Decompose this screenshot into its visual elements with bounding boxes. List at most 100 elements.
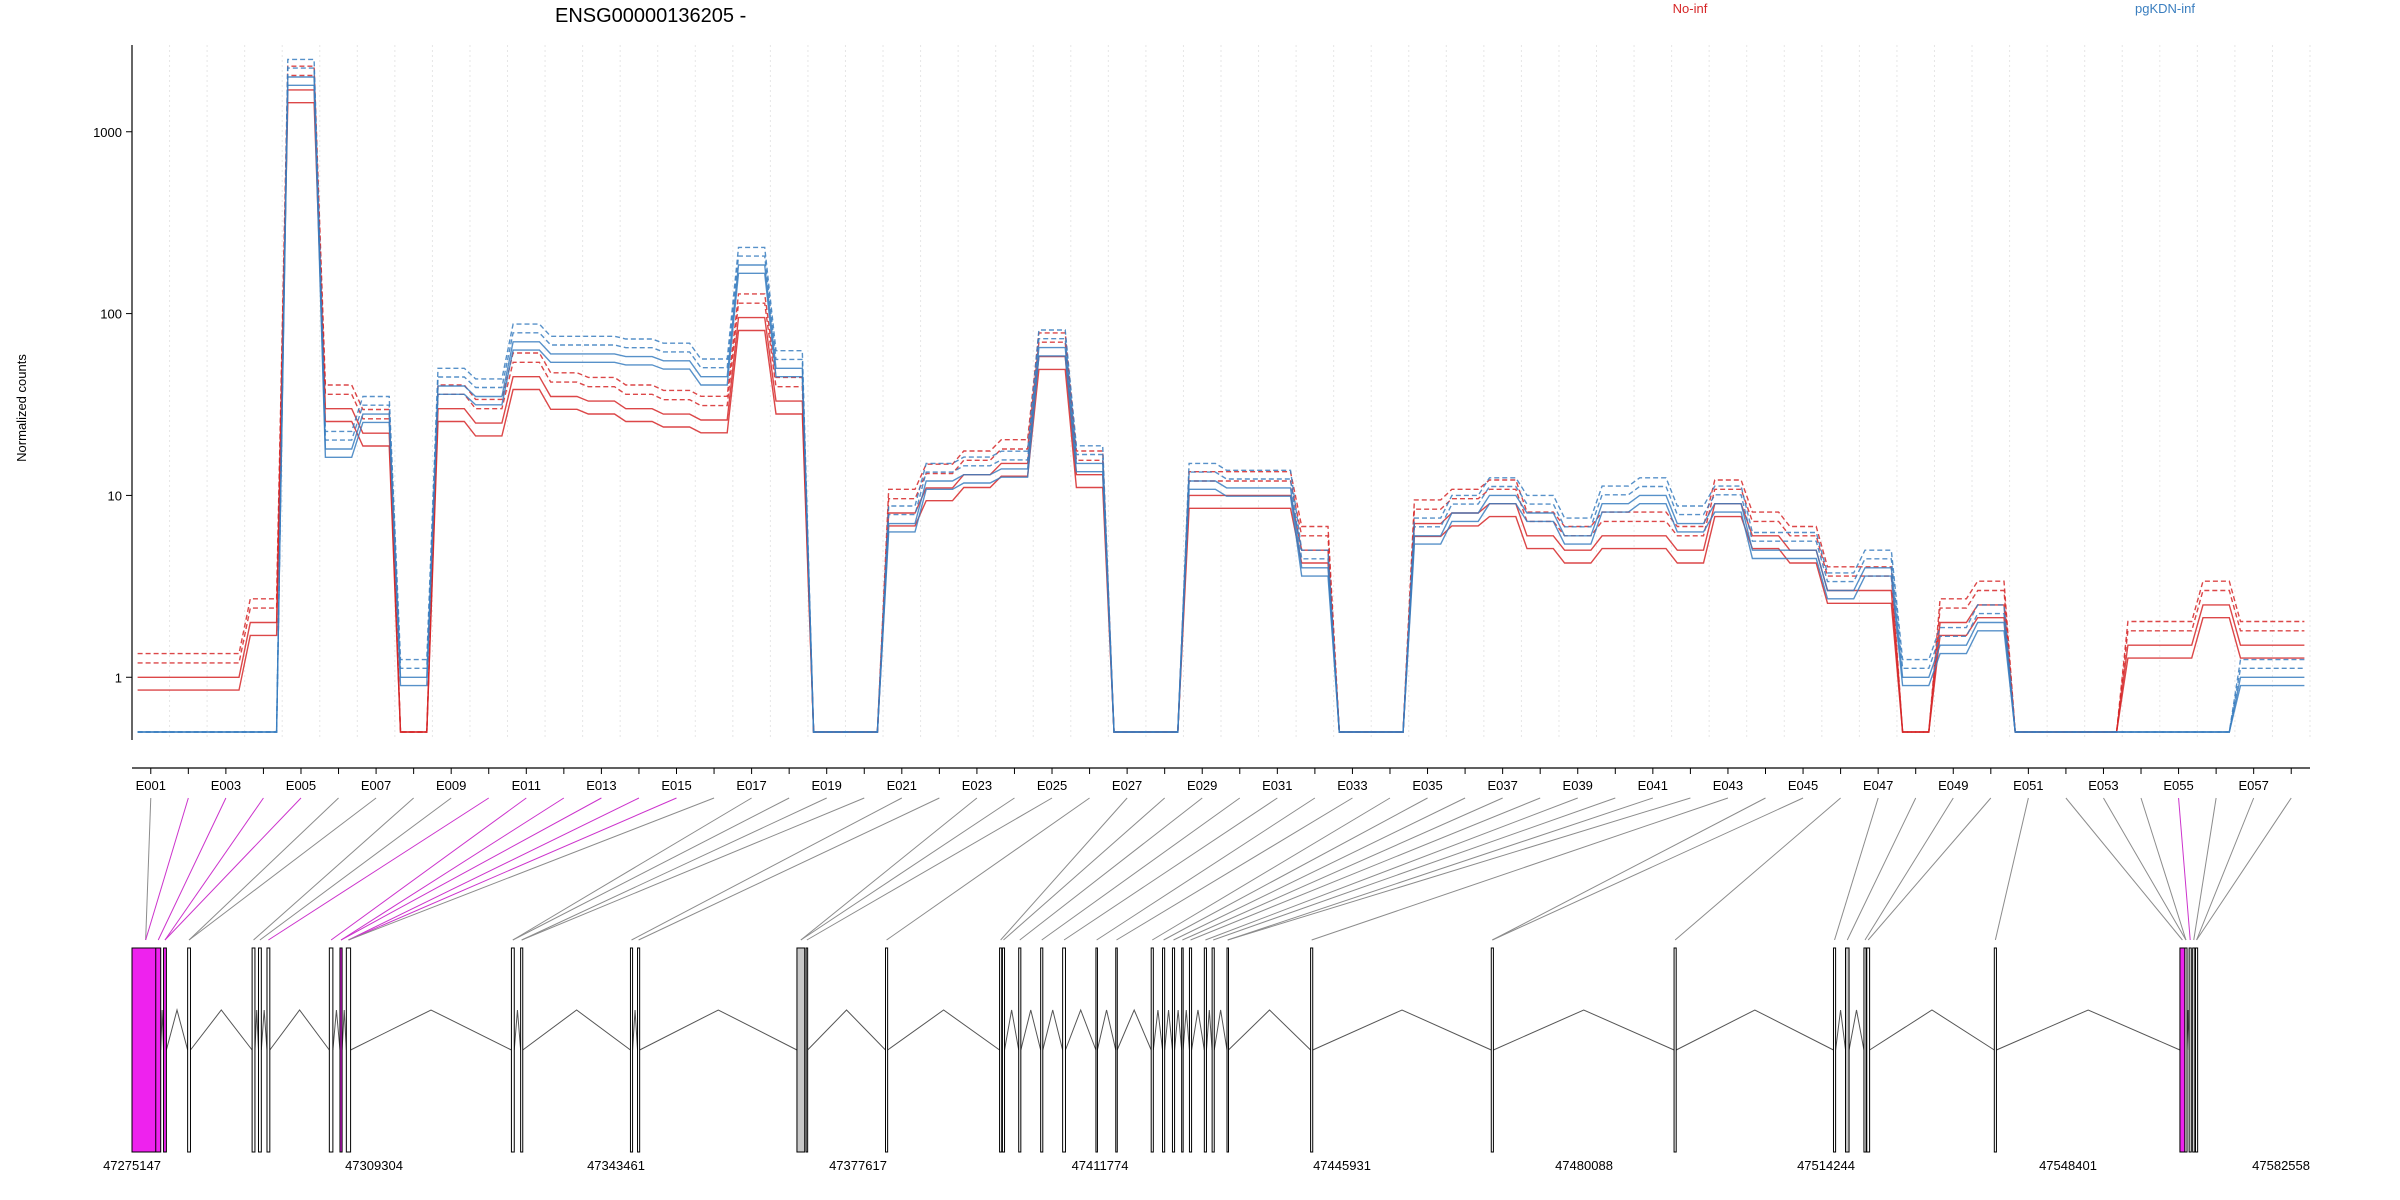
x-tick-label: E001 (136, 778, 166, 793)
y-tick-label: 1000 (93, 125, 122, 140)
exon-block (1062, 947, 1066, 1153)
intron-line (1205, 1009, 1213, 1051)
intron-line (1848, 1009, 1865, 1051)
exon-block (266, 947, 271, 1153)
exon-block (637, 947, 641, 1153)
x-tick-label: E031 (1262, 778, 1292, 793)
intron-line (254, 1009, 259, 1051)
exon-link (1492, 797, 1766, 941)
exon-link (1152, 797, 1391, 941)
intron-line (350, 1009, 512, 1051)
exon-block (187, 947, 191, 1153)
x-tick-label: E057 (2238, 778, 2268, 793)
exon-block (2179, 947, 2186, 1153)
exon-block (257, 947, 262, 1153)
exon-link (1163, 797, 1428, 941)
intron-line (1174, 1009, 1183, 1051)
exon-link (1994, 797, 2029, 941)
exon-link (521, 797, 827, 941)
x-tick-label: E023 (962, 778, 992, 793)
intron-line (1493, 1009, 1675, 1051)
exon-block (796, 947, 806, 1153)
genomic-coordinate-label: 47514244 (1797, 1158, 1855, 1173)
exon-block (345, 947, 352, 1153)
x-tick-label: E055 (2163, 778, 2193, 793)
vertical-grid (131, 45, 2311, 740)
y-tick-label: 10 (108, 488, 122, 503)
exon-block (1095, 947, 1098, 1153)
exon-block (1866, 947, 1871, 1153)
exon-link (1834, 797, 1879, 941)
exon-block (1211, 947, 1215, 1153)
y-axis-ticks: 1 10 100 1000 (93, 125, 132, 685)
exon-link (340, 797, 565, 941)
intron-line (1064, 1008, 1097, 1051)
x-tick-label: E009 (436, 778, 466, 793)
exon-link (2193, 797, 2217, 941)
genomic-coordinate-label: 47377617 (829, 1158, 887, 1173)
exon-block (805, 947, 809, 1153)
genomic-coordinate-label: 47343461 (587, 1158, 645, 1173)
x-tick-label: E053 (2088, 778, 2118, 793)
exon-block (520, 947, 524, 1153)
intron-line (1164, 1009, 1173, 1051)
exon-link (1063, 797, 1278, 941)
exon-block (339, 947, 343, 1153)
exon-link (340, 797, 602, 941)
exon-link (1096, 797, 1316, 941)
intron-line (1213, 1009, 1228, 1051)
series-line-no-inf-rep1 (137, 89, 2305, 733)
exon-link (157, 797, 227, 941)
exon-block (1188, 947, 1193, 1153)
x-tick-label: E007 (361, 778, 391, 793)
exon-link (1019, 797, 1203, 941)
exon-link (512, 797, 790, 941)
exon-link (2140, 797, 2187, 941)
exon-link (1173, 797, 1466, 941)
intron-line (1675, 1009, 1834, 1051)
exon-link (1227, 797, 1654, 941)
intron-line (1096, 1009, 1117, 1051)
intron-line (1004, 1009, 1020, 1051)
x-tick-label: E025 (1037, 778, 1067, 793)
genomic-coordinate-label: 47445931 (1313, 1158, 1371, 1173)
series-line-pgkdn-inf-rep4 (137, 58, 2305, 733)
x-tick-label: E033 (1337, 778, 1367, 793)
exon-link (2178, 797, 2191, 941)
intron-line (1835, 1009, 1847, 1051)
exon-block (163, 947, 167, 1153)
exon-block (1115, 947, 1118, 1153)
exon-link (638, 797, 940, 941)
gene-model (131, 947, 2199, 1153)
series-line-pgkdn-inf-rep3 (137, 84, 2305, 733)
x-tick-label: E035 (1412, 778, 1442, 793)
exon-link (268, 797, 490, 941)
axes (131, 45, 2310, 769)
series-line-no-inf-rep3 (137, 102, 2305, 733)
x-tick-label: E005 (286, 778, 316, 793)
series-line-pgkdn-inf-rep1 (137, 76, 2305, 733)
x-tick-label: E027 (1112, 778, 1142, 793)
x-tick-label: E011 (512, 778, 541, 793)
exon-block (629, 947, 634, 1153)
exon-link (631, 797, 903, 941)
x-tick-label: E043 (1713, 778, 1743, 793)
exon-link (2196, 797, 2255, 941)
series-line-no-inf-rep2 (137, 74, 2305, 733)
x-tick-label: E019 (812, 778, 842, 793)
y-axis-label: Normalized counts (14, 354, 29, 462)
exon-block (1018, 947, 1022, 1153)
exon-block (1310, 947, 1314, 1153)
exon-link (886, 797, 1090, 941)
x-tick-label: E049 (1938, 778, 1968, 793)
exon-block (2192, 947, 2196, 1153)
x-tick-label: E021 (887, 778, 917, 793)
genomic-coordinate-label: 47275147 (103, 1158, 161, 1173)
exon-block (1993, 947, 1997, 1153)
intron-line (513, 1009, 522, 1051)
exon-link (188, 797, 377, 941)
exon-link (800, 797, 978, 941)
exon-link (348, 797, 677, 941)
intron-line (639, 1009, 798, 1051)
